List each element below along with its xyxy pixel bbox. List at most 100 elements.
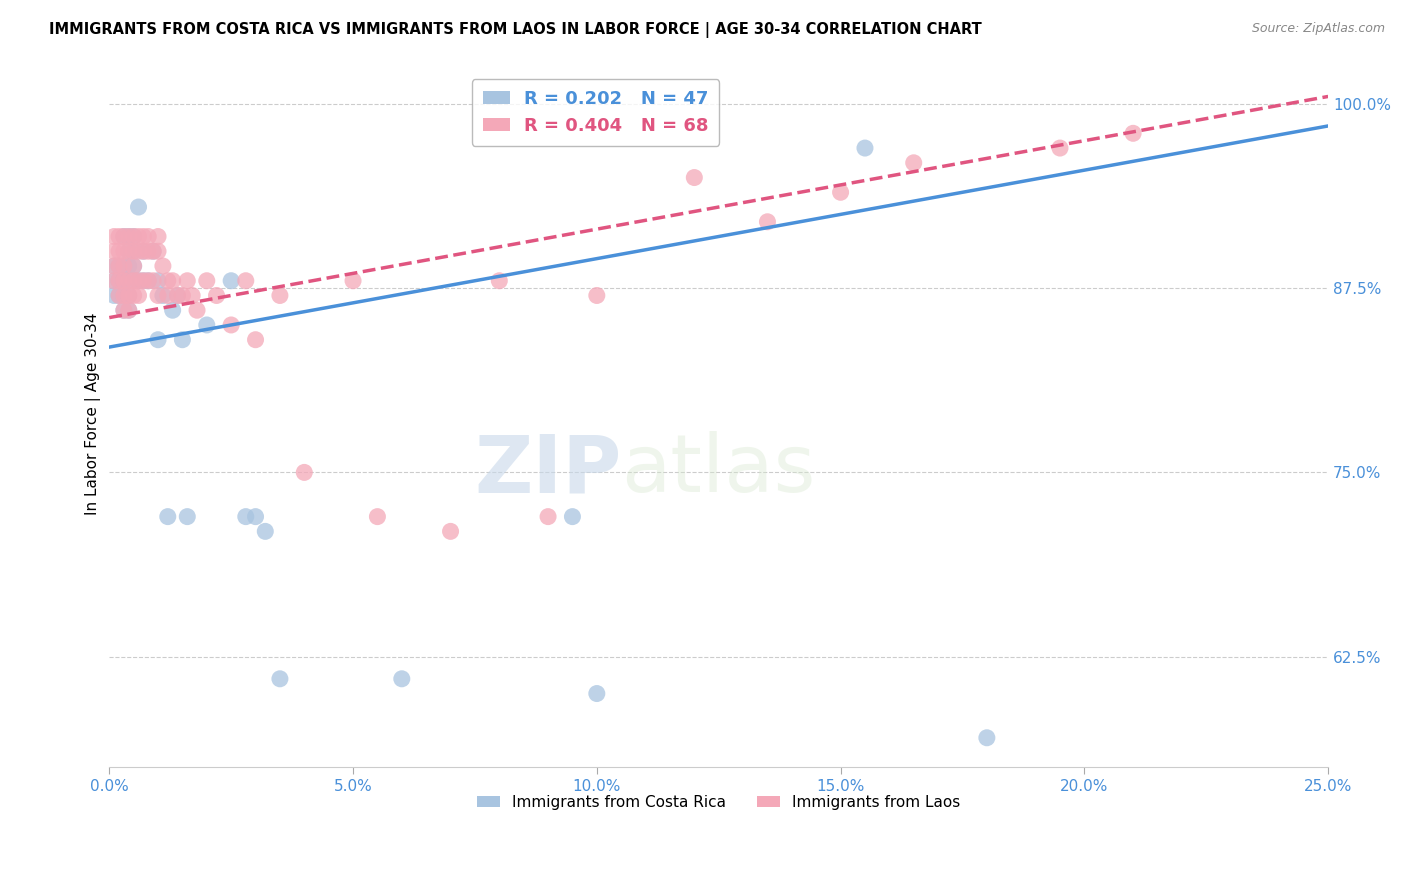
Point (112, 259, 135, 273)
Point (245, 333, 267, 347)
Point (122, 244, 145, 259)
Point (146, 229, 169, 244)
Point (118, 303, 141, 318)
Point (108, 229, 131, 244)
Point (103, 274, 125, 288)
Point (146, 274, 169, 288)
Point (146, 333, 169, 347)
Point (128, 244, 150, 259)
Point (976, 731, 998, 745)
Point (122, 259, 145, 273)
Point (219, 274, 242, 288)
Point (181, 288, 204, 302)
Point (142, 274, 165, 288)
Text: IMMIGRANTS FROM COSTA RICA VS IMMIGRANTS FROM LAOS IN LABOR FORCE | AGE 30-34 CO: IMMIGRANTS FROM COSTA RICA VS IMMIGRANTS… (49, 22, 981, 38)
Point (269, 672, 291, 686)
Point (118, 288, 141, 302)
Point (156, 509, 179, 524)
Text: atlas: atlas (621, 431, 815, 509)
Point (108, 274, 131, 288)
Point (269, 288, 291, 302)
Point (128, 288, 150, 302)
Point (108, 288, 131, 302)
Point (1049, 141, 1071, 155)
Point (439, 524, 461, 539)
Point (112, 229, 135, 244)
Point (108, 259, 131, 273)
Point (219, 318, 242, 332)
Point (156, 274, 179, 288)
Point (176, 274, 198, 288)
Point (205, 288, 228, 302)
Point (152, 259, 174, 273)
Point (683, 170, 706, 185)
Legend: Immigrants from Costa Rica, Immigrants from Laos: Immigrants from Costa Rica, Immigrants f… (471, 789, 966, 816)
Point (146, 288, 169, 302)
Point (103, 229, 125, 244)
Point (108, 244, 131, 259)
Point (166, 288, 188, 302)
Point (176, 509, 198, 524)
Point (108, 274, 131, 288)
Point (112, 303, 135, 318)
Point (122, 274, 145, 288)
Point (122, 288, 145, 302)
Point (166, 288, 188, 302)
Point (136, 229, 159, 244)
Point (903, 156, 925, 170)
Point (152, 288, 174, 302)
Point (830, 186, 852, 200)
Point (142, 244, 165, 259)
Point (112, 229, 135, 244)
Point (132, 229, 155, 244)
Point (103, 244, 125, 259)
Point (146, 244, 169, 259)
Point (292, 466, 315, 480)
Point (254, 524, 277, 539)
Point (112, 303, 135, 318)
Point (118, 229, 141, 244)
Point (132, 244, 155, 259)
Point (366, 509, 388, 524)
Point (136, 274, 159, 288)
Point (756, 215, 779, 229)
Point (235, 274, 257, 288)
Point (128, 229, 150, 244)
Point (122, 244, 145, 259)
Y-axis label: In Labor Force | Age 30-34: In Labor Force | Age 30-34 (86, 312, 101, 515)
Point (1122, 126, 1144, 140)
Point (112, 274, 135, 288)
Point (112, 274, 135, 288)
Text: Source: ZipAtlas.com: Source: ZipAtlas.com (1251, 22, 1385, 36)
Text: ZIP: ZIP (474, 431, 621, 509)
Point (118, 244, 141, 259)
Point (128, 200, 150, 214)
Point (118, 303, 141, 318)
Point (142, 244, 165, 259)
Point (112, 288, 135, 302)
Point (172, 288, 194, 302)
Point (122, 274, 145, 288)
Point (103, 288, 125, 302)
Point (118, 244, 141, 259)
Point (132, 244, 155, 259)
Point (108, 259, 131, 273)
Point (103, 259, 125, 273)
Point (561, 509, 583, 524)
Point (342, 274, 364, 288)
Point (103, 274, 125, 288)
Point (172, 333, 194, 347)
Point (122, 229, 145, 244)
Point (118, 229, 141, 244)
Point (235, 509, 257, 524)
Point (122, 259, 145, 273)
Point (391, 672, 413, 686)
Point (118, 288, 141, 302)
Point (112, 259, 135, 273)
Point (108, 274, 131, 288)
Point (186, 303, 208, 318)
Point (118, 274, 141, 288)
Point (122, 229, 145, 244)
Point (195, 318, 218, 332)
Point (853, 141, 876, 155)
